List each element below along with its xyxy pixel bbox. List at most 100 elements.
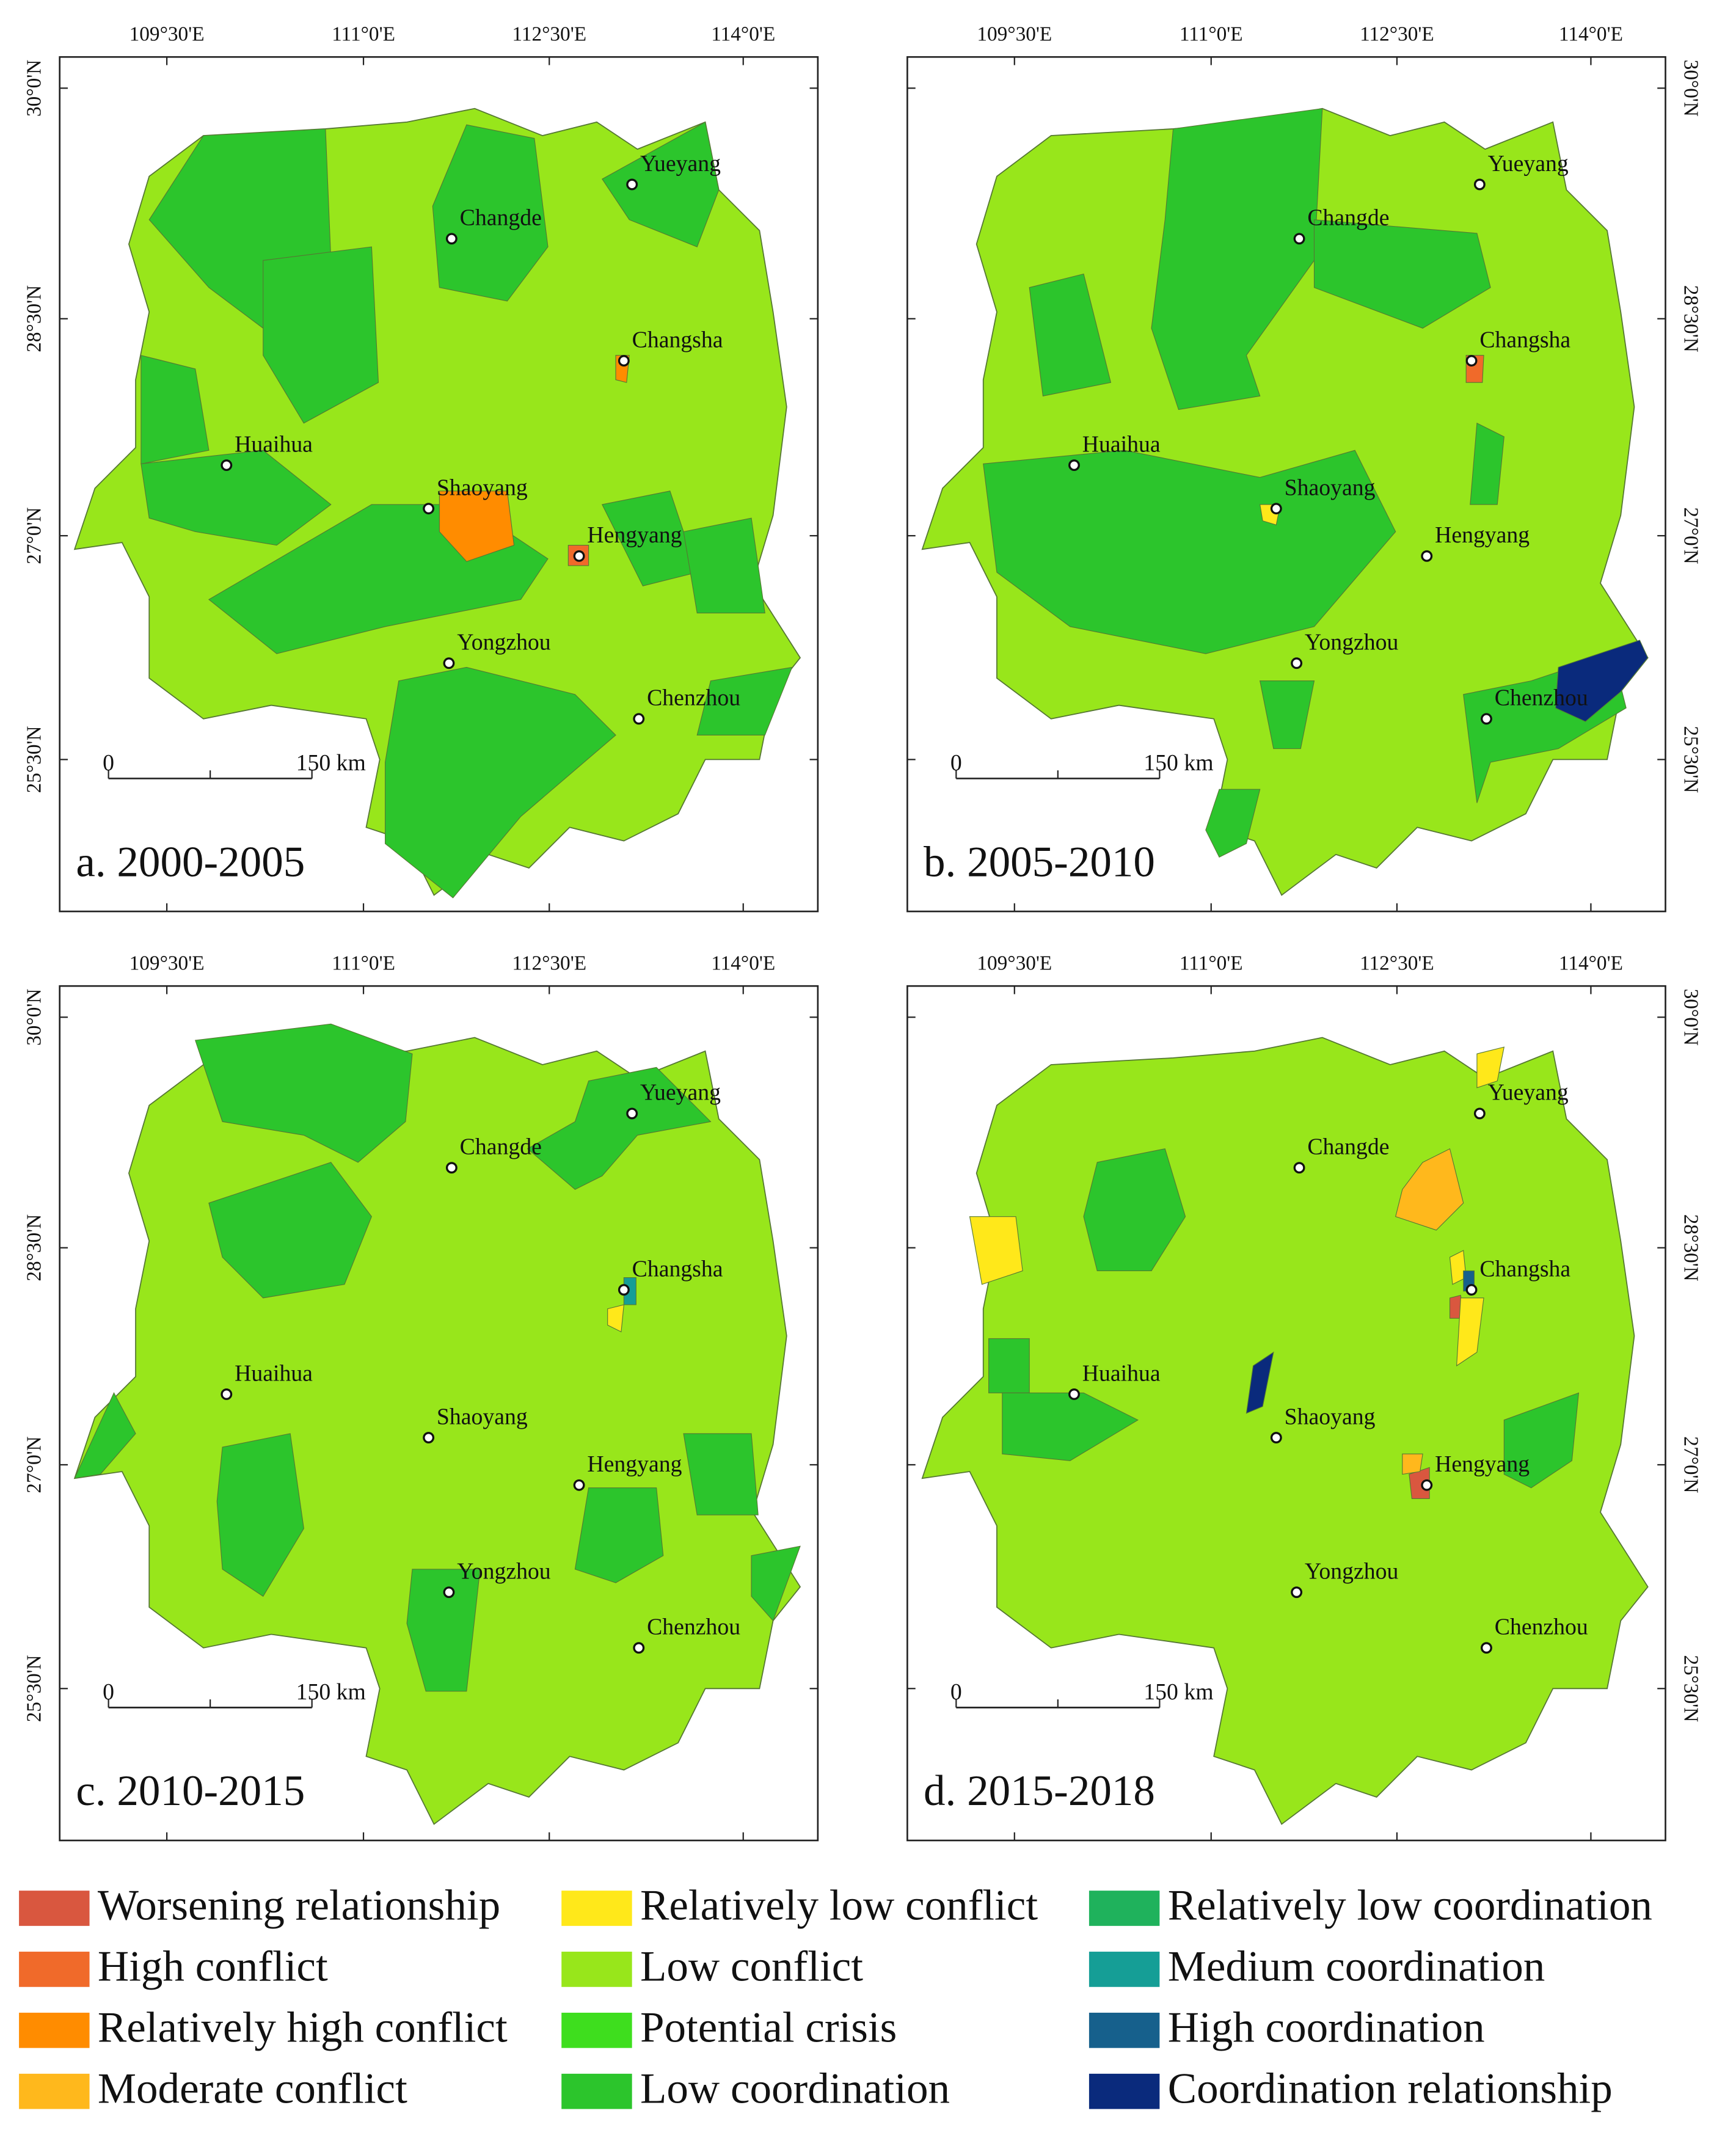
city-marker (1421, 550, 1433, 562)
city-marker (1465, 355, 1478, 367)
region-patch (1476, 1046, 1505, 1089)
region-patch (1395, 1148, 1464, 1231)
city-marker (1293, 233, 1305, 245)
scale-label: 150 km (296, 750, 366, 776)
city-label: Chenzhou (1495, 685, 1588, 711)
lat-label: 25°30'N (1680, 1655, 1702, 1722)
scale-label: 0 (103, 1679, 114, 1705)
city-label: Yueyang (640, 1080, 721, 1106)
lon-label: 112°30'E (1360, 952, 1434, 975)
legend-label: Moderate conflict (98, 2065, 407, 2112)
city-marker (618, 1284, 630, 1296)
city-marker (1291, 1586, 1303, 1599)
city-label: Changde (460, 205, 542, 231)
legend-label: High coordination (1168, 2004, 1485, 2051)
panel-label: b. 2005-2010 (924, 838, 1155, 886)
region-patch (385, 666, 616, 899)
region-patch (988, 1338, 1030, 1393)
region-patch (439, 491, 515, 562)
region-patch (1456, 1297, 1484, 1366)
lon-label: 112°30'E (512, 952, 586, 975)
region-patch (683, 517, 765, 614)
region-patch (216, 1433, 304, 1597)
city-marker (1068, 459, 1080, 472)
map-panel: 109°30'E 111°0'E 112°30'E 114°0'E 30°0'N 28°3… (23, 952, 819, 1842)
lon-label: 111°0'E (1180, 952, 1243, 975)
panel-label: c. 2010-2015 (76, 1767, 305, 1815)
region-patch (602, 121, 720, 247)
scale-label: 150 km (1143, 1679, 1213, 1705)
scale-label: 0 (103, 750, 114, 776)
city-label: Shaoyang (1285, 1404, 1376, 1429)
city-label: Huaihua (235, 1360, 313, 1386)
lon-label: 111°0'E (332, 23, 395, 46)
province-base (73, 1037, 801, 1825)
region-patch (683, 1433, 759, 1516)
city-label: Chenzhou (647, 1614, 740, 1640)
city-label: Yueyang (640, 151, 721, 177)
region-patch (406, 1569, 481, 1692)
city-label: Shaoyang (437, 475, 528, 500)
lon-label: 114°0'E (1559, 952, 1623, 975)
legend-label: Coordination relationship (1168, 2065, 1613, 2112)
region-patch (194, 1023, 413, 1163)
legend-swatch (1089, 2012, 1160, 2048)
region-patch (1259, 680, 1315, 750)
region-patch (983, 450, 1396, 654)
lat-label: 25°30'N (23, 726, 46, 793)
city-marker (1465, 1284, 1478, 1296)
city-label: Changde (1307, 1134, 1389, 1160)
lat-label: 28°30'N (1680, 1214, 1702, 1282)
city-label: Yongzhou (1305, 1558, 1399, 1584)
legend-label: Worsening relationship (98, 1882, 500, 1930)
city-label: Yongzhou (457, 1558, 551, 1584)
region-patch (1205, 789, 1261, 858)
region-patch (1313, 219, 1491, 329)
city-marker (1421, 1479, 1433, 1491)
scale-label: 150 km (296, 1679, 366, 1705)
legend-swatch (19, 1891, 90, 1926)
lon-label: 109°30'E (977, 23, 1052, 46)
city-marker (443, 657, 455, 669)
city-marker (1291, 657, 1303, 669)
region-patch (208, 1162, 372, 1299)
city-label: Yongzhou (1305, 630, 1399, 655)
scale-label: 0 (950, 1679, 962, 1705)
lon-label: 111°0'E (1180, 23, 1243, 46)
city-label: Changsha (1479, 327, 1570, 352)
city-label: Chenzhou (647, 685, 740, 711)
region-patch (1470, 422, 1504, 505)
city-label: Hengyang (587, 522, 682, 548)
legend-swatch (19, 2012, 90, 2048)
panel-frame (59, 985, 819, 1842)
lon-label: 111°0'E (332, 952, 395, 975)
legend-label: Potential crisis (640, 2004, 897, 2051)
legend-swatch (1089, 1952, 1160, 1987)
city-label: Huaihua (235, 431, 313, 457)
legend-label: Low coordination (640, 2065, 950, 2112)
city-marker (445, 233, 458, 245)
city-label: Yongzhou (457, 630, 551, 655)
legend-label: Low conflict (640, 1942, 863, 1990)
panel-frame (906, 56, 1666, 913)
legend-label: Medium coordination (1168, 1942, 1545, 1990)
panel-frame (906, 985, 1666, 1842)
city-marker (221, 1388, 233, 1400)
city-marker (618, 355, 630, 367)
region-patch (1029, 273, 1112, 397)
lat-label: 25°30'N (23, 1655, 46, 1722)
legend-swatch (561, 1891, 632, 1926)
legend-label: Relatively low coordination (1168, 1882, 1652, 1930)
city-marker (1270, 1432, 1282, 1443)
legend-swatch (19, 2073, 90, 2109)
region-patch (1503, 1392, 1580, 1489)
city-label: Changde (1307, 205, 1389, 231)
lon-label: 109°30'E (129, 23, 205, 46)
city-marker (573, 550, 585, 562)
region-patch (527, 1067, 712, 1190)
lat-label: 27°0'N (23, 1436, 46, 1493)
city-marker (633, 713, 645, 725)
city-label: Chenzhou (1495, 1614, 1588, 1640)
region-patch (140, 355, 210, 465)
city-marker (445, 1162, 458, 1174)
